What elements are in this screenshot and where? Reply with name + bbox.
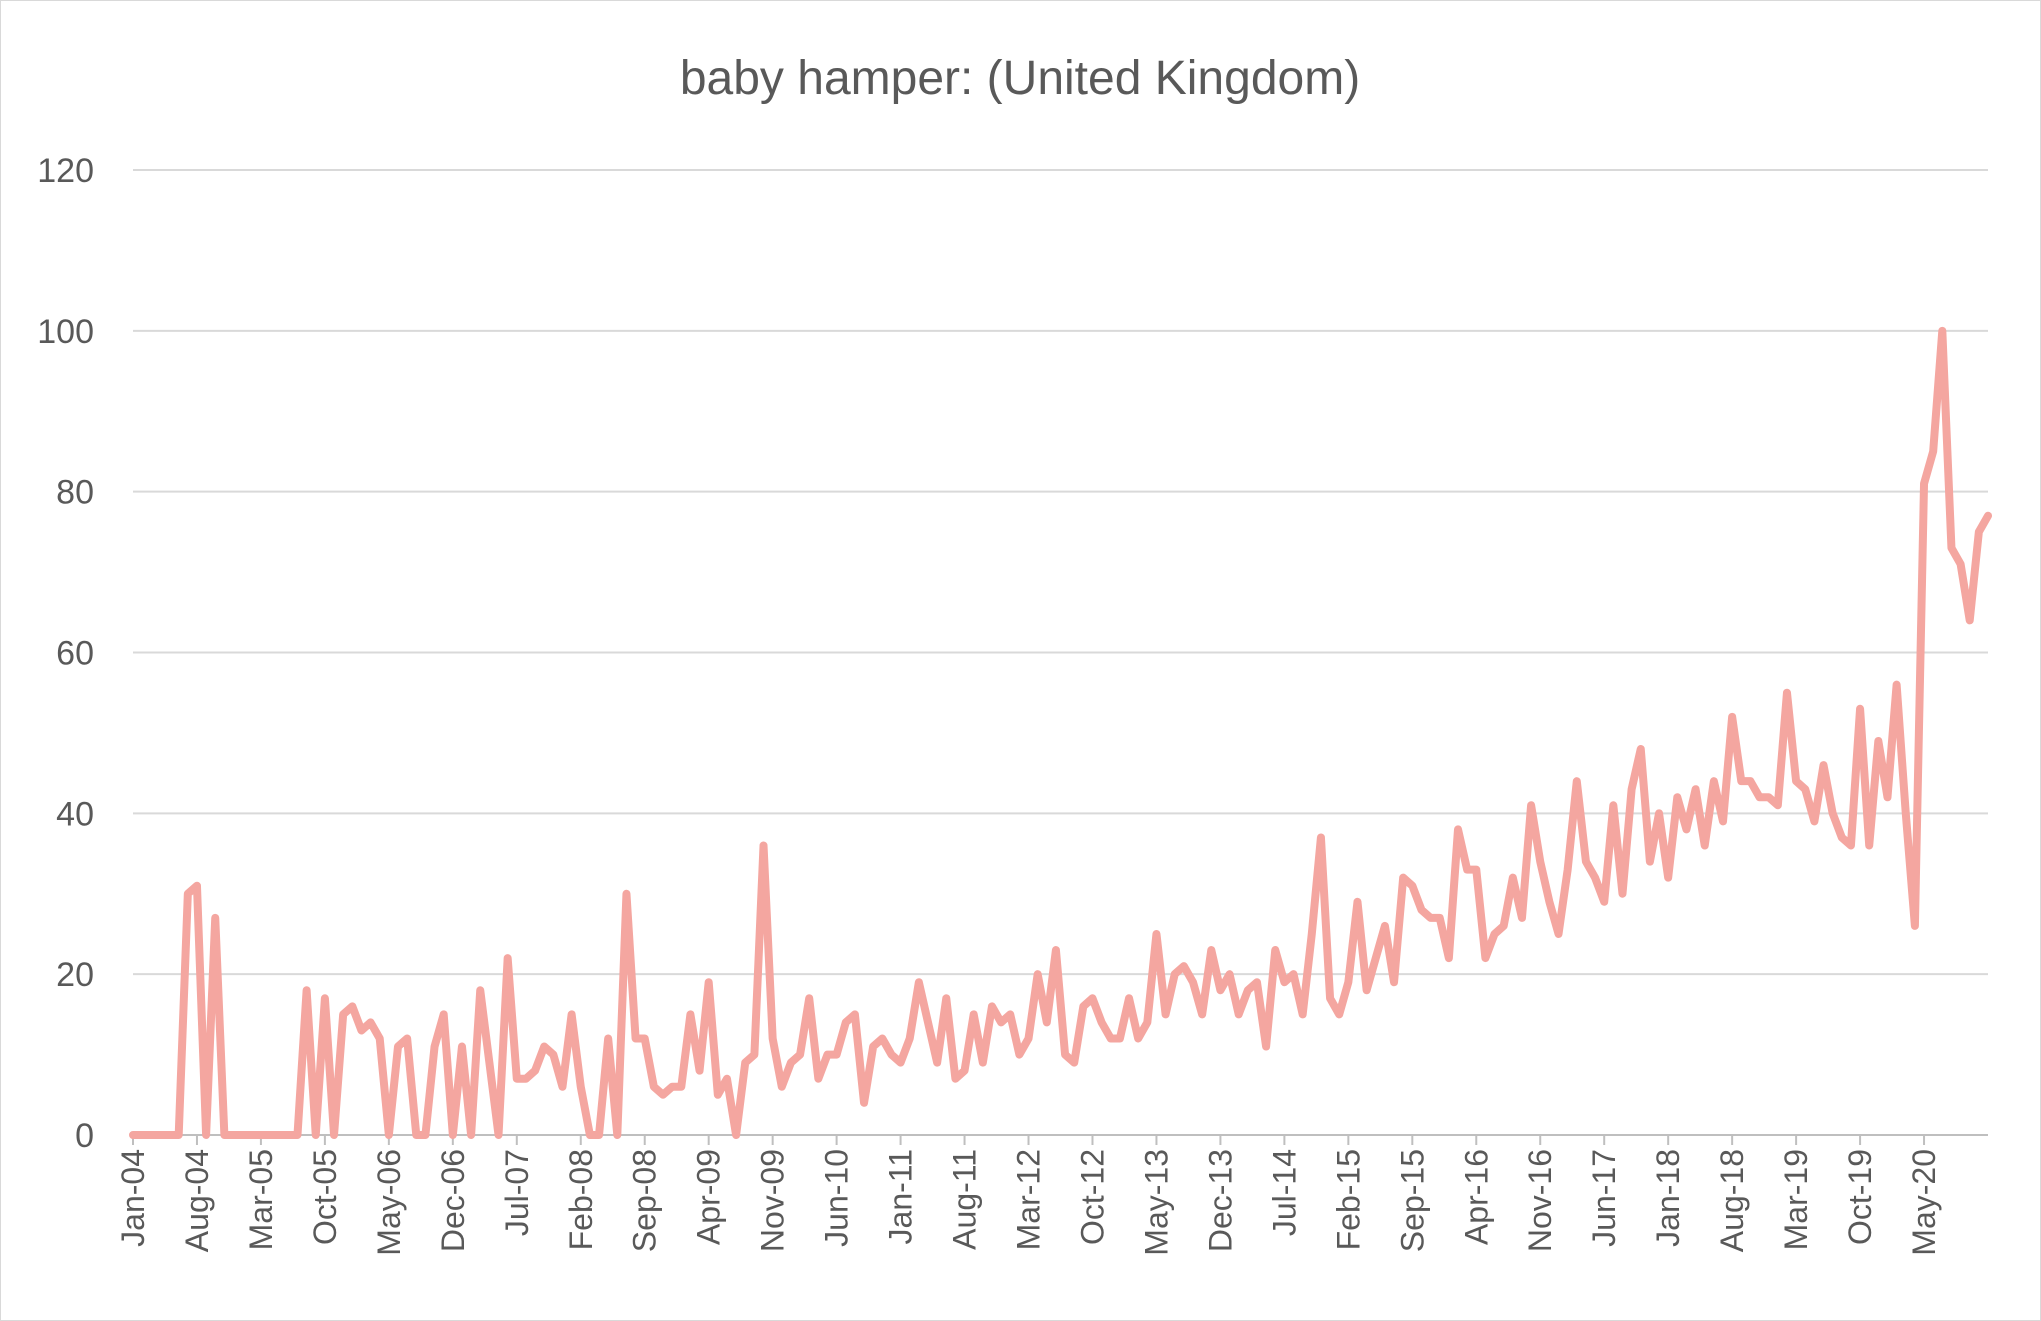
- x-tick-label: Mar-12: [1011, 1149, 1047, 1250]
- y-tick-label: 80: [56, 474, 94, 512]
- x-tick-label: Dec-13: [1202, 1149, 1238, 1252]
- x-tick-label: Jul-14: [1266, 1149, 1302, 1236]
- x-tick-label: May-13: [1138, 1149, 1174, 1256]
- y-tick-label: 0: [75, 1117, 94, 1155]
- x-tick-label: Oct-12: [1074, 1149, 1110, 1245]
- y-tick-label: 120: [37, 152, 94, 190]
- x-tick-label: Nov-09: [755, 1149, 791, 1252]
- series-layer: [129, 326, 1992, 1139]
- x-tick-label: Dec-06: [435, 1149, 471, 1252]
- x-axis-ticks: Jan-04 Aug-04 Mar-05 Oct-05 May-06 Dec-06 Jul-…: [115, 1135, 1942, 1256]
- x-tick-label: Jan-18: [1650, 1149, 1686, 1247]
- y-tick-label: 40: [56, 795, 94, 833]
- x-tick-label: May-20: [1906, 1149, 1942, 1256]
- x-tick-label: Apr-16: [1458, 1149, 1494, 1245]
- x-tick-label: Apr-09: [691, 1149, 727, 1245]
- y-tick-label: 60: [56, 635, 94, 673]
- x-tick-label: Jul-07: [499, 1149, 535, 1236]
- x-tick-label: Feb-08: [563, 1149, 599, 1250]
- x-tick-label: Oct-19: [1842, 1149, 1878, 1245]
- x-tick-label: May-06: [371, 1149, 407, 1256]
- x-tick-label: Mar-05: [243, 1149, 279, 1250]
- x-tick-label: Nov-16: [1522, 1149, 1558, 1252]
- x-tick-label: Jun-17: [1586, 1149, 1622, 1247]
- y-axis-ticks: 0 20 40 60 80 100 120: [37, 152, 94, 1155]
- y-tick-label: 20: [56, 956, 94, 994]
- series-line: [129, 326, 1992, 1139]
- x-tick-label: Oct-05: [307, 1149, 343, 1245]
- x-tick-label: Jan-11: [883, 1149, 919, 1244]
- x-tick-label: Aug-18: [1714, 1149, 1750, 1252]
- y-tick-label: 100: [37, 313, 94, 351]
- x-tick-label: Aug-04: [179, 1149, 215, 1252]
- x-tick-label: Mar-19: [1778, 1149, 1814, 1250]
- x-tick-label: Aug-11: [947, 1149, 983, 1250]
- gridlines: [133, 169, 1988, 976]
- x-tick-label: Jun-10: [819, 1149, 855, 1247]
- x-tick-label: Sep-15: [1394, 1149, 1430, 1252]
- x-tick-label: Sep-08: [627, 1149, 663, 1252]
- x-tick-label: Jan-04: [115, 1149, 151, 1247]
- chart-title: baby hamper: (United Kingdom): [680, 52, 1360, 105]
- x-tick-label: Feb-15: [1330, 1149, 1366, 1250]
